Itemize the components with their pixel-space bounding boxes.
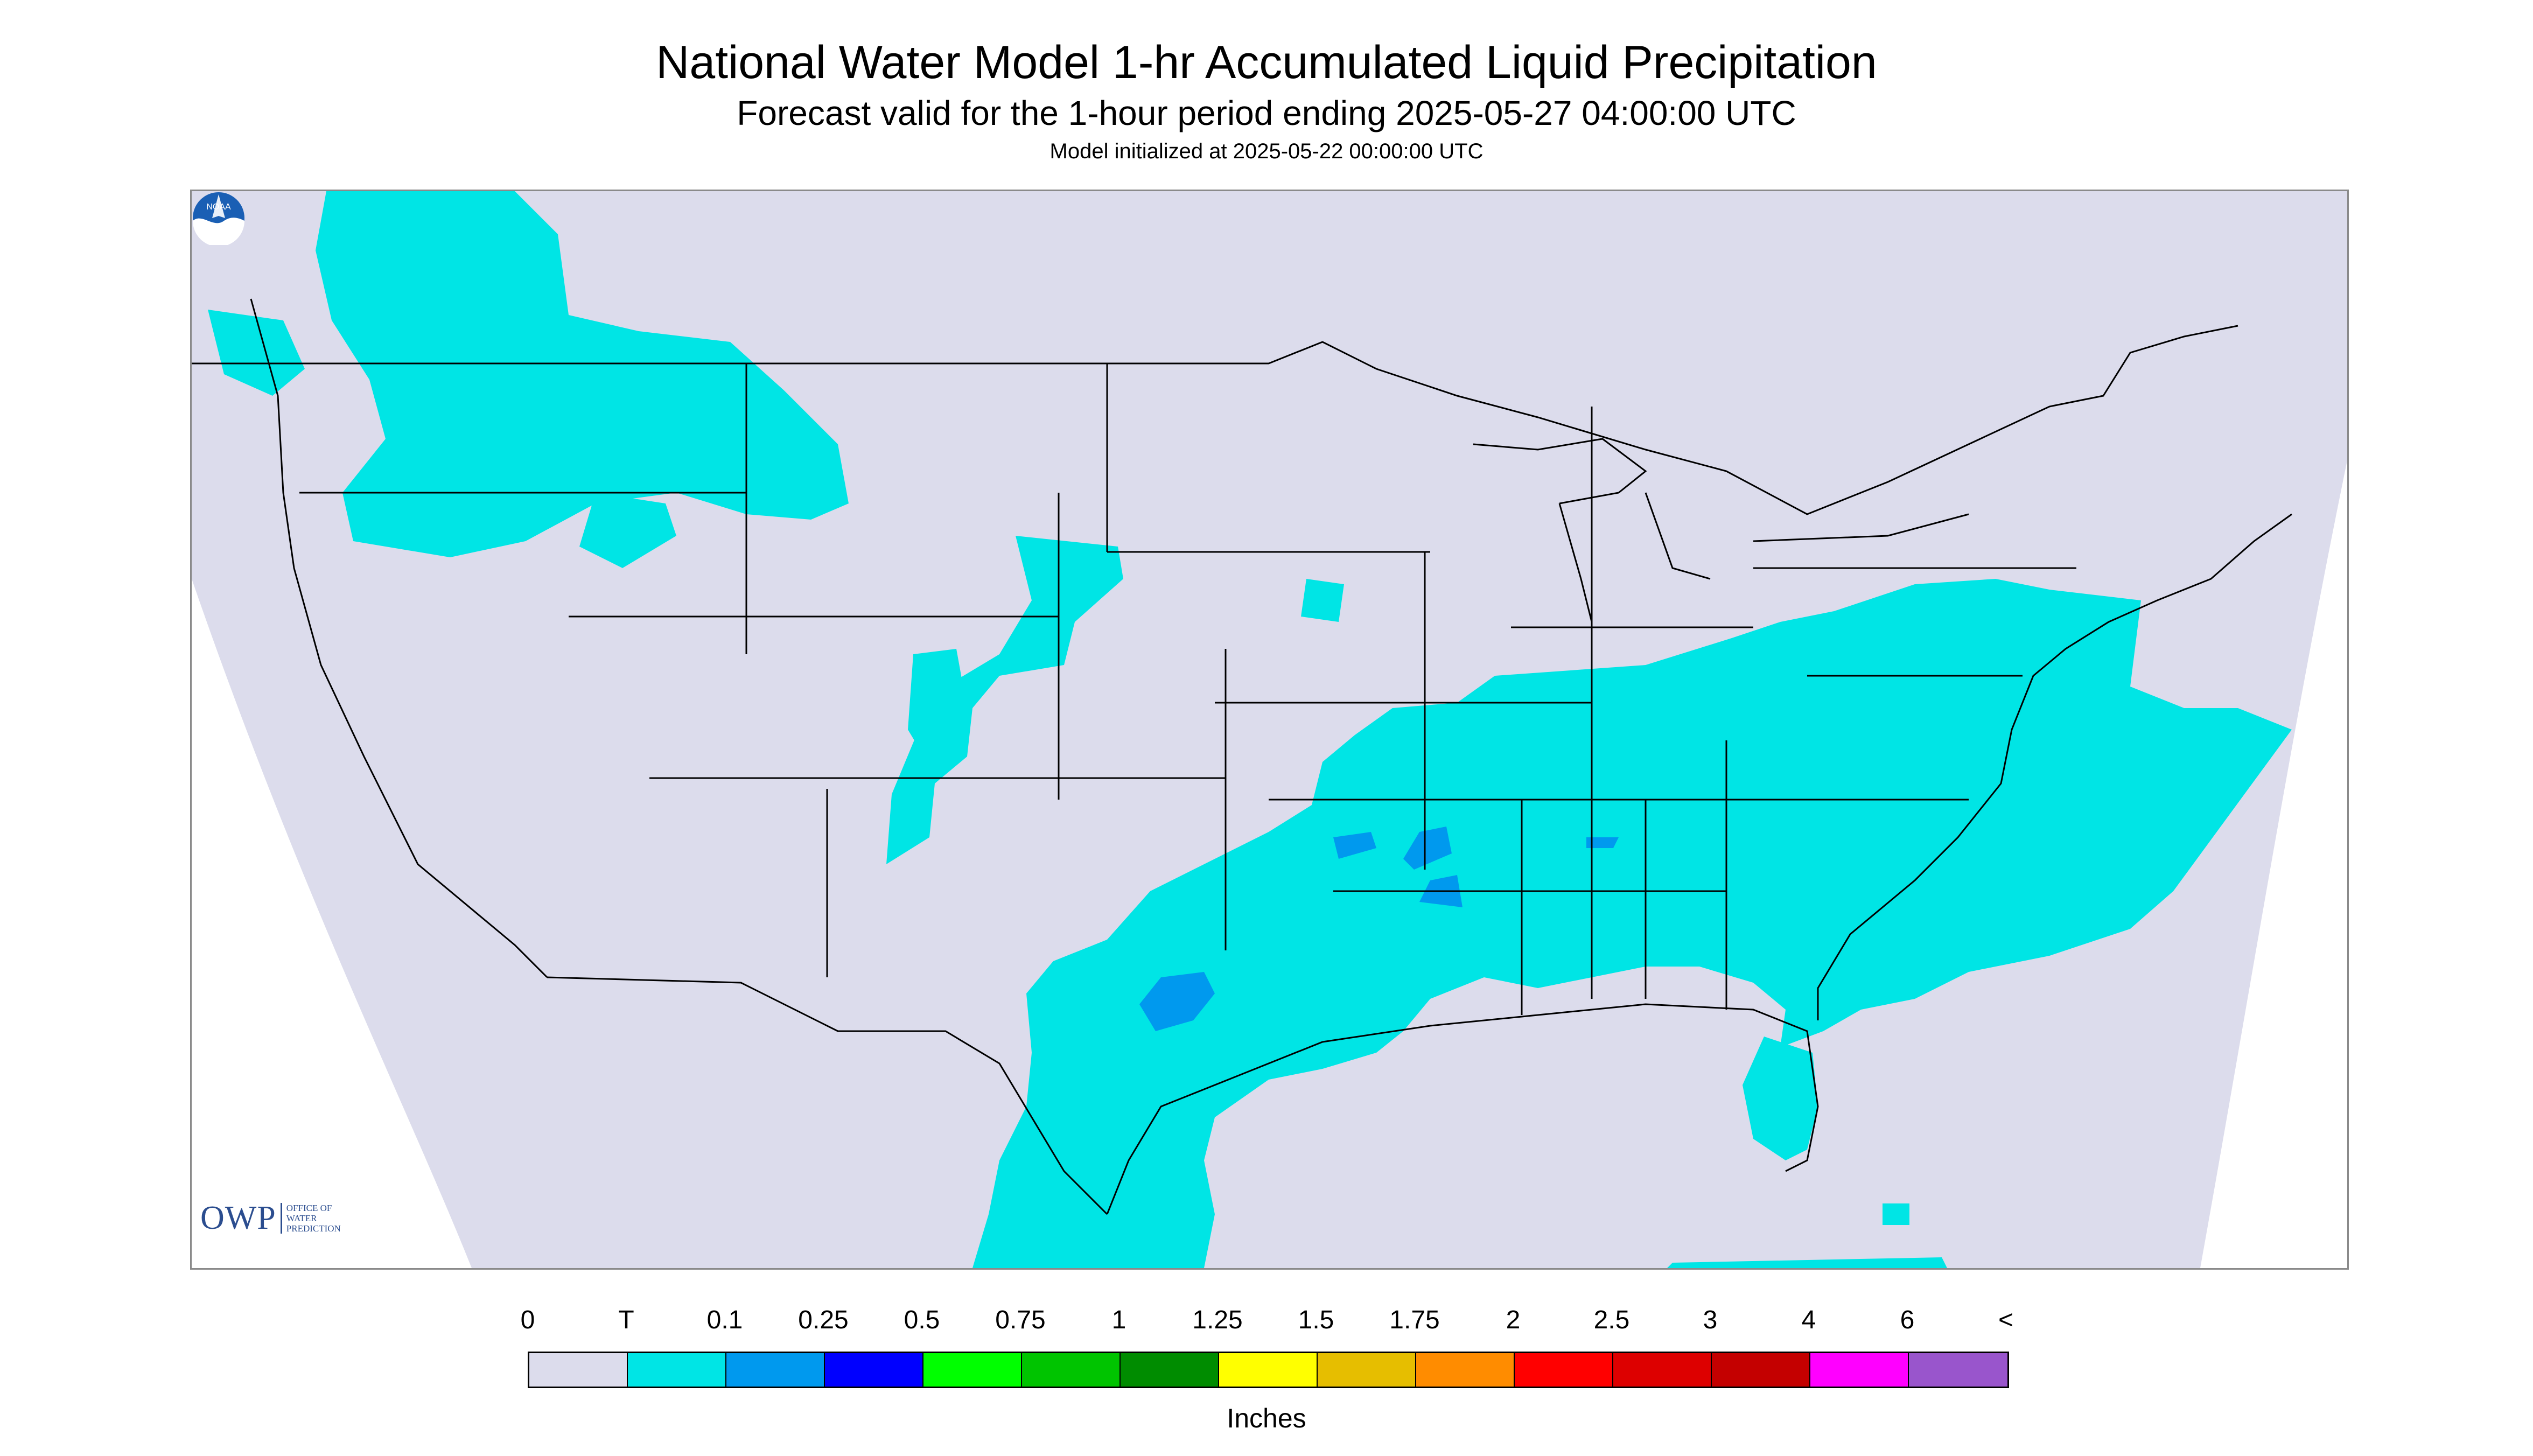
precip-wyoming-colorado: [886, 536, 1123, 864]
legend-tick-label: 0.75: [995, 1306, 1046, 1334]
precip-northwest-patch: [208, 310, 305, 396]
legend-swatch: [1909, 1353, 2007, 1387]
gulf-coast: [1106, 1003, 1819, 1215]
legend-swatch: [628, 1353, 726, 1387]
legend-swatch: [1810, 1353, 1909, 1387]
great-lakes: [1473, 438, 1969, 622]
west-coast: [250, 298, 548, 978]
precip-south-edge: [1667, 1257, 1947, 1268]
legend-tick-label: 4: [1801, 1306, 1816, 1334]
precip-iowa-cell: [1301, 579, 1344, 622]
state-line-2: [1106, 363, 1969, 1010]
precipitation-map: OWP OFFICE OF WATER PREDICTION NOAA: [190, 190, 2349, 1270]
legend-swatch: [1121, 1353, 1219, 1387]
legend-swatch: [1219, 1353, 1318, 1387]
legend-tick-label: <: [1998, 1306, 2014, 1334]
precip-light-areas: [208, 191, 2292, 1268]
legend-tick-label: 1.5: [1298, 1306, 1334, 1334]
owp-logo-text: OFFICE OF WATER PREDICTION: [280, 1202, 341, 1234]
precip-arkansas-core: [1333, 832, 1376, 859]
legend-tick-label: 0.1: [706, 1306, 743, 1334]
legend-swatch: [1416, 1353, 1515, 1387]
legend-tick-label: 1.25: [1192, 1306, 1243, 1334]
precip-moderate-cells: [1139, 827, 1619, 1031]
legend-swatch: [529, 1353, 628, 1387]
legend-tick-label: 0: [520, 1306, 535, 1334]
map-canvas: [192, 191, 2347, 1268]
political-boundaries: [192, 298, 2292, 1215]
legend-swatch: [1613, 1353, 1712, 1387]
legend-tick-label: 2.5: [1593, 1306, 1630, 1334]
legend-tick-label: 0.5: [904, 1306, 940, 1334]
precip-south-central-east: [972, 579, 2292, 1268]
legend-tick-label: 1.75: [1389, 1306, 1440, 1334]
atlantic-coast: [1817, 513, 2292, 1020]
legend-tick-label: 3: [1703, 1306, 1718, 1334]
legend-swatch: [1712, 1353, 1810, 1387]
map-title: National Water Model 1-hr Accumulated Li…: [656, 37, 1877, 88]
legend-swatch: [726, 1353, 825, 1387]
precip-alabama-core: [1586, 837, 1619, 848]
precip-texas-core: [1139, 972, 1215, 1031]
svg-text:NOAA: NOAA: [206, 202, 231, 212]
legend-tick-label: 2: [1506, 1306, 1521, 1334]
legend-swatch: [1515, 1353, 1613, 1387]
legend-colorbar: [528, 1352, 2009, 1388]
precip-legend: 0 T 0.1 0.25 0.5 0.75 1 1.25 1.5 1.75 2 2.5 3 4 6 <: [521, 1305, 2013, 1413]
legend-swatch: [1022, 1353, 1121, 1387]
mexico-border: [547, 976, 1108, 1215]
state-line-1: [299, 363, 1227, 977]
precip-gulf-patch: [1883, 1203, 1909, 1225]
precip-colorado-west: [908, 649, 967, 757]
legend-tick-label: T: [618, 1306, 634, 1334]
legend-units-label: Inches: [1227, 1403, 1306, 1433]
forecast-valid-subtitle: Forecast valid for the 1-hour period end…: [737, 94, 1796, 132]
model-init-caption: Model initialized at 2025-05-22 00:00:00…: [1049, 139, 1484, 163]
state-line-3: [1511, 567, 2076, 1015]
precip-northwest: [316, 191, 849, 557]
owp-logo-mark: OWP: [200, 1199, 276, 1236]
legend-swatch: [1318, 1353, 1416, 1387]
legend-tick-label: 6: [1900, 1306, 1915, 1334]
legend-tick-label: 1: [1111, 1306, 1126, 1334]
noaa-logo: NOAA: [193, 192, 244, 245]
legend-tick-label: 0.25: [798, 1306, 849, 1334]
precip-idaho-cells: [579, 493, 676, 568]
legend-swatch: [923, 1353, 1022, 1387]
precip-mississippi-core-1: [1403, 827, 1452, 870]
precip-florida-peninsula: [1743, 1037, 1818, 1160]
owp-logo: OWP OFFICE OF WATER PREDICTION: [200, 1194, 341, 1242]
legend-swatch: [825, 1353, 923, 1387]
